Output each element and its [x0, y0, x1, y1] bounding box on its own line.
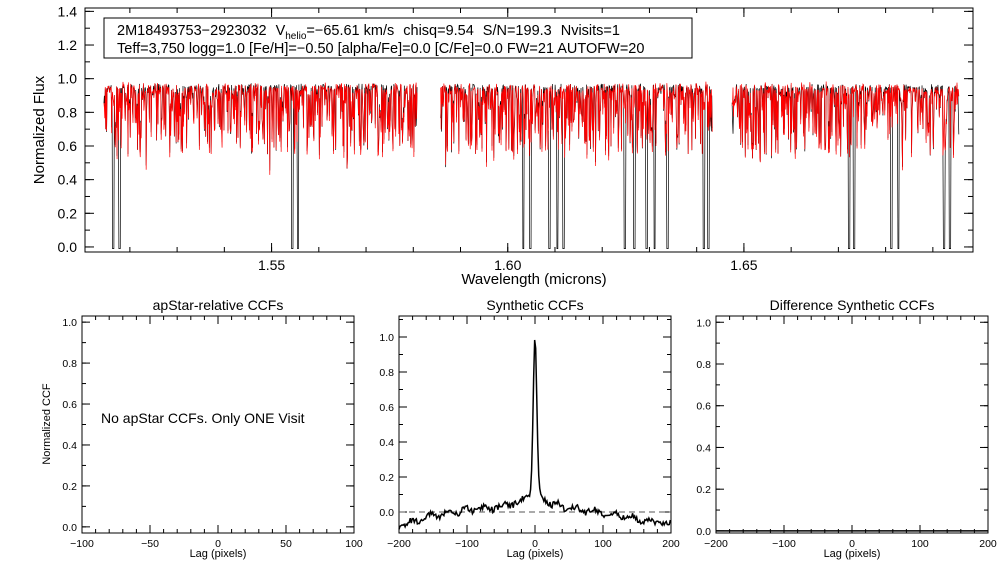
difference-ccf-panel: Difference Synthetic CCFs Lag (pixels) −… [696, 297, 997, 560]
spectrum-y-tick-labels: 0.0 0.2 0.4 0.6 0.8 1.0 1.2 1.4 [58, 3, 78, 255]
spectrum-model-chip-1 [103, 81, 418, 175]
apstar-ccf-x-axis-label: Lag (pixels) [190, 548, 247, 560]
difference-ccf-tick-labels: −200 −100 0 100 200 0.0 0.2 0.4 0.6 0.8 1.0 [696, 317, 997, 550]
synthetic-ccf-series [398, 339, 672, 530]
spectrum-y-axis-label: Normalized Flux [31, 75, 48, 184]
synthetic-ccf-y-tick-label: 0.2 [379, 472, 394, 484]
difference-ccf-frame [715, 315, 989, 534]
difference-ccf-y-tick-label: 1.0 [696, 317, 711, 329]
spectrum-y-tick-label: 0.0 [58, 239, 78, 255]
apstar-ccf-ticks [81, 316, 355, 533]
synthetic-ccf-panel: Synthetic CCFs Lag (pixels) −200 −100 0 100… [379, 297, 680, 560]
spectrum-x-tick-label: 1.65 [730, 257, 757, 273]
info-snr: S/N=199.3 [483, 23, 552, 39]
info-star-id: 2M18493753−2923032 [117, 23, 267, 39]
apstar-ccf-x-tick-label: 100 [345, 538, 363, 550]
spectrum-x-tick-label: 1.55 [258, 257, 285, 273]
apstar-ccf-y-tick-label: 0.6 [62, 399, 77, 411]
synthetic-ccf-ticks [398, 316, 672, 533]
apstar-ccf-y-tick-label: 1.0 [62, 317, 77, 329]
apstar-ccf-y-tick-label: 0.2 [62, 481, 77, 493]
spectrum-panel: 1.55 1.60 1.65 0.0 0.2 0.4 0.6 0.8 1.0 1.2 1.4 Wa… [31, 3, 974, 288]
spectrum-ticks [85, 8, 973, 252]
apstar-ccf-message: No apStar CCFs. Only ONE Visit [101, 410, 305, 426]
difference-ccf-x-tick-label: −200 [704, 538, 728, 550]
synthetic-ccf-curve [398, 339, 672, 530]
synthetic-ccf-y-tick-label: 0.0 [379, 507, 394, 519]
synthetic-ccf-x-tick-label: 200 [662, 538, 680, 550]
spectrum-info-box [103, 17, 693, 59]
spectrum-y-tick-label: 0.4 [58, 172, 78, 188]
apstar-ccf-x-tick-label: 0 [215, 538, 221, 550]
difference-ccf-x-tick-label: 200 [979, 538, 997, 550]
difference-ccf-title: Difference Synthetic CCFs [770, 297, 935, 313]
synthetic-ccf-tick-labels: −200 −100 0 100 200 0.0 0.2 0.4 0.6 0.8 1.0 [379, 332, 680, 550]
apstar-ccf-y-tick-label: 0.8 [62, 358, 77, 370]
synthetic-ccf-y-tick-label: 0.6 [379, 402, 394, 414]
apstar-ccf-y-tick-label: 0.0 [62, 522, 77, 534]
apstar-ccf-panel: apStar-relative CCFs No apStar CCFs. Onl… [41, 297, 363, 560]
spectrum-y-tick-label: 0.2 [58, 205, 78, 221]
info-v-value: =−65.61 km/s [306, 23, 394, 39]
synthetic-ccf-x-tick-label: −100 [455, 538, 479, 550]
synthetic-ccf-y-tick-label: 1.0 [379, 332, 394, 344]
synthetic-ccf-x-tick-label: 0 [532, 538, 538, 550]
difference-ccf-y-tick-label: 0.6 [696, 401, 711, 413]
info-line-1: 2M18493753−2923032 Vhelio=−65.61 km/s chis… [117, 23, 620, 42]
info-nvisits: Nvisits=1 [561, 23, 620, 39]
difference-ccf-x-tick-label: 0 [849, 538, 855, 550]
apstar-ccf-x-tick-label: −100 [70, 538, 94, 550]
spectrum-y-tick-label: 1.0 [58, 71, 78, 87]
spectrum-x-axis-label: Wavelength (microns) [461, 271, 606, 288]
difference-ccf-y-tick-label: 0.2 [696, 484, 711, 496]
apstar-ccf-tick-labels: −100 −50 0 50 100 0.0 0.2 0.4 0.6 0.8 1.0 [62, 317, 363, 550]
info-v-label: V [276, 23, 286, 39]
spectrum-frame [84, 7, 974, 253]
synthetic-ccf-x-tick-label: 100 [594, 538, 612, 550]
spectrum-series [103, 81, 960, 249]
spectrum-y-tick-label: 1.2 [58, 37, 78, 53]
apstar-ccf-y-tick-label: 0.4 [62, 440, 77, 452]
apstar-ccf-title: apStar-relative CCFs [153, 297, 284, 313]
spectrum-y-tick-label: 0.8 [58, 104, 78, 120]
info-chisq: chisq=9.54 [403, 23, 474, 39]
difference-ccf-x-axis-label: Lag (pixels) [824, 548, 881, 560]
apstar-ccf-x-tick-label: −50 [141, 538, 159, 550]
synthetic-ccf-x-axis-label: Lag (pixels) [507, 548, 564, 560]
spectrum-model-chip-2 [440, 81, 713, 167]
synthetic-ccf-x-tick-label: −200 [387, 538, 411, 550]
synthetic-ccf-title: Synthetic CCFs [486, 297, 583, 313]
spectrum-x-tick-labels: 1.55 1.60 1.65 [258, 257, 758, 273]
difference-ccf-x-tick-label: −100 [772, 538, 796, 550]
apstar-ccf-x-tick-label: 50 [280, 538, 292, 550]
spectrum-y-tick-label: 0.6 [58, 138, 78, 154]
spectrum-x-tick-label: 1.60 [494, 257, 521, 273]
difference-ccf-y-tick-label: 0.0 [696, 526, 711, 538]
synthetic-ccf-y-tick-label: 0.8 [379, 367, 394, 379]
difference-ccf-y-tick-label: 0.8 [696, 359, 711, 371]
difference-ccf-x-tick-label: 100 [911, 538, 929, 550]
info-line-2: Teff=3,750 logg=1.0 [Fe/H]=−0.50 [alpha/… [117, 41, 644, 57]
spectrum-y-tick-label: 1.4 [58, 3, 78, 19]
difference-ccf-y-tick-label: 0.4 [696, 442, 711, 454]
spectrum-model-chip-3 [731, 81, 960, 171]
difference-ccf-ticks [715, 316, 989, 533]
apstar-ccf-y-axis-label: Normalized CCF [41, 383, 53, 465]
info-v-subscript: helio [285, 31, 307, 42]
synthetic-ccf-y-tick-label: 0.4 [379, 437, 394, 449]
